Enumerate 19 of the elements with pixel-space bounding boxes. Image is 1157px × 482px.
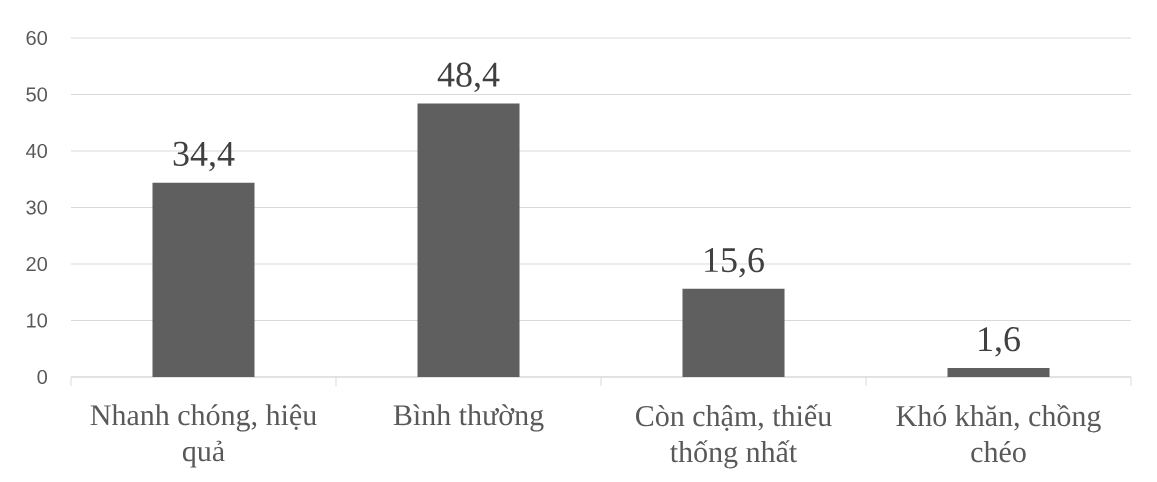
x-tick-label: Khó khăn, chồng chéo xyxy=(896,404,1101,463)
data-label: 34,4 xyxy=(173,141,235,172)
bar xyxy=(947,367,1050,377)
data-label: 15,6 xyxy=(705,248,764,278)
bar xyxy=(152,182,255,377)
bar xyxy=(682,288,785,377)
data-label: 48,4 xyxy=(437,62,500,93)
x-tick-label: Còn chậm, thiếu thống nhất xyxy=(636,404,832,469)
y-tick-label: 40 xyxy=(26,143,48,159)
y-tick-label: 0 xyxy=(37,369,48,385)
data-label: 1,6 xyxy=(979,327,1020,357)
y-tick-label: 50 xyxy=(26,87,48,102)
x-tick-label: Nhanh chóng, hiệu quả xyxy=(90,404,317,468)
y-tick-label: 20 xyxy=(26,256,48,272)
bar xyxy=(417,103,520,377)
y-tick-label: 30 xyxy=(26,200,48,215)
x-tick-label: Bình thường xyxy=(393,404,544,432)
y-tick-label: 10 xyxy=(27,313,48,328)
y-tick-label: 60 xyxy=(26,30,48,46)
